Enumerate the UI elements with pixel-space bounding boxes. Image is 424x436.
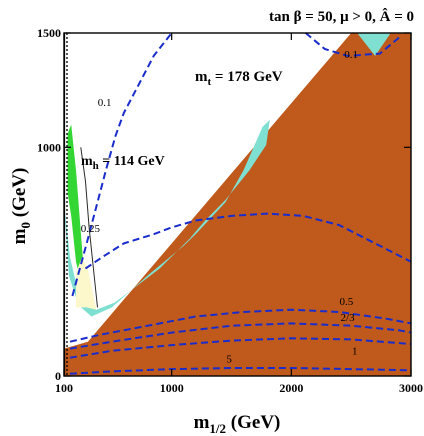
region-cyan-corner [357, 33, 391, 56]
contour-line-5 [69, 322, 412, 350]
mh-annotation: mh = 114 GeV [81, 154, 165, 172]
region-green [67, 124, 87, 290]
y-tick-label: 0 [55, 369, 61, 383]
region-yellow [76, 257, 97, 310]
region-brown [64, 33, 411, 376]
y-axis-label: m0 (GeV) [9, 168, 33, 245]
contour-line-2 [305, 32, 400, 57]
regions-layer [64, 33, 411, 376]
contour-line-4 [69, 308, 412, 343]
higgs-mass-line [80, 147, 98, 308]
x-tick-label: 1000 [160, 381, 184, 395]
contour-label-5: 2/3 [341, 312, 356, 324]
contour-label-2: 0.1 [98, 97, 112, 109]
contour-line-7 [69, 367, 412, 375]
x-tick-label: 2000 [279, 381, 303, 395]
x-tick-label: 3000 [399, 381, 423, 395]
ticks-layer: 100 1000 2000 3000 0 1000 1500 [37, 26, 423, 395]
plot-frame [63, 32, 412, 377]
y-tick-label: 1500 [37, 26, 61, 40]
contour-label-7: 5 [226, 353, 232, 365]
contour-label-6: 1 [352, 345, 358, 357]
contour-line-1 [71, 32, 173, 297]
contour-label-1: 0.1 [344, 49, 358, 61]
contour-label-3: 0.25 [81, 223, 101, 235]
x-axis-label: m1/2 (GeV) [194, 412, 281, 436]
contour-label-4: 0.5 [340, 296, 354, 308]
x-tick-label: 100 [55, 381, 73, 395]
contours-layer: 0.1 0.1 0.25 0.5 2/3 1 5 [69, 32, 412, 375]
chart-title: tan β = 50, μ > 0, Â = 0 [269, 8, 414, 25]
y-tick-label: 1000 [37, 140, 61, 154]
mt-annotation: mt = 178 GeV [195, 69, 283, 88]
